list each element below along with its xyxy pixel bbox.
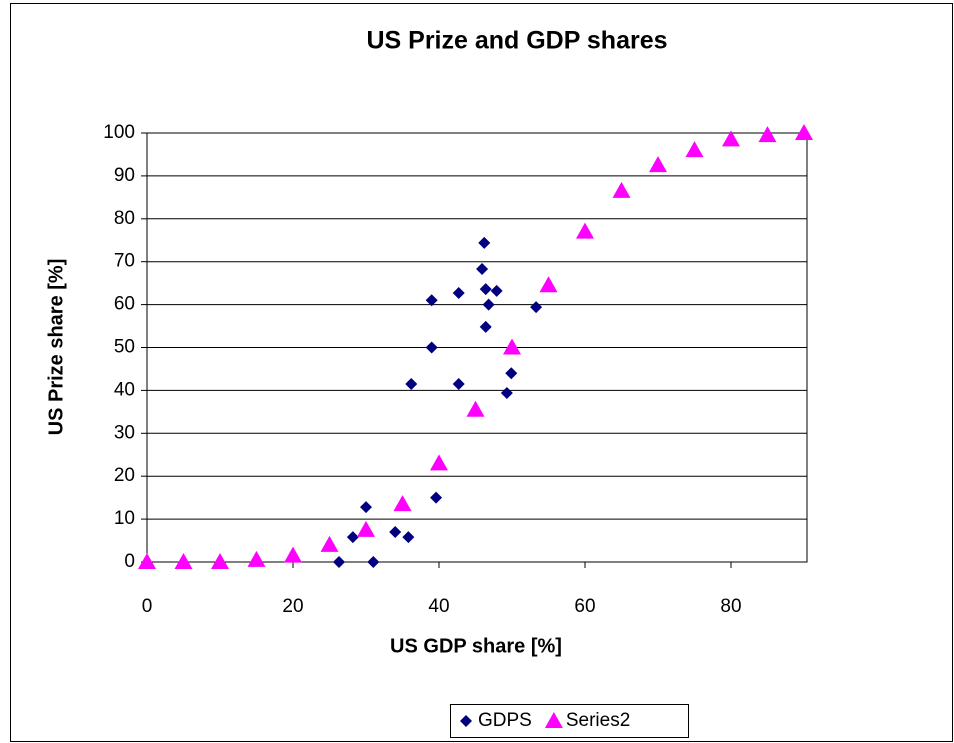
triangle-marker (393, 495, 412, 512)
legend-marker (544, 712, 563, 728)
x-tick-label: 80 (720, 596, 741, 617)
diamond-marker (452, 287, 465, 300)
diamond-marker (476, 262, 489, 275)
y-tick-label: 90 (114, 165, 135, 186)
x-tick-label: 20 (282, 596, 303, 617)
triangle-marker (174, 553, 193, 569)
triangle-marker (539, 276, 558, 293)
diamond-marker (332, 556, 345, 568)
legend-border (450, 704, 689, 738)
y-tick-label: 60 (114, 294, 135, 315)
y-tick-label: 30 (114, 422, 135, 443)
triangle-marker (503, 338, 521, 355)
diamond-marker (452, 377, 465, 390)
diamond-marker (360, 501, 372, 514)
diamond-marker (405, 377, 418, 390)
triangle-marker (430, 454, 448, 471)
triangle-marker (211, 553, 229, 569)
y-axis-title: US Prize share [%] (45, 259, 67, 436)
triangle-marker (357, 520, 375, 537)
y-tick-label: 50 (114, 337, 135, 358)
triangle-marker (758, 126, 777, 143)
diamond-marker (479, 320, 492, 333)
diamond-marker (346, 531, 359, 544)
triangle-marker (138, 553, 156, 569)
legend-label: GDPS (478, 710, 532, 731)
y-tick-label: 70 (114, 251, 135, 272)
y-tick-label: 20 (114, 465, 135, 486)
y-tick-label: 40 (114, 379, 135, 400)
x-tick-label: 0 (142, 596, 153, 617)
y-tick-label: 0 (124, 551, 135, 572)
diamond-marker (389, 525, 402, 538)
x-axis-title: US GDP share [%] (390, 635, 562, 657)
chart-border (10, 3, 953, 742)
chart-title: US Prize and GDP shares (366, 27, 667, 55)
triangle-marker (685, 141, 704, 158)
diamond-marker (482, 298, 495, 311)
diamond-marker (530, 301, 543, 314)
triangle-marker (612, 181, 631, 198)
triangle-marker (320, 535, 339, 552)
y-tick-label: 100 (103, 122, 135, 143)
x-tick-label: 40 (428, 596, 449, 617)
diamond-marker (500, 386, 513, 399)
triangle-marker (247, 550, 266, 567)
diamond-marker (425, 341, 438, 354)
diamond-marker (425, 294, 438, 307)
legend: GDPS Series2 (450, 704, 689, 738)
y-tick-label: 80 (114, 208, 135, 229)
triangle-marker (284, 546, 302, 563)
diamond-marker (430, 491, 443, 504)
diamond-marker (490, 284, 503, 297)
y-tick-label: 10 (114, 508, 135, 529)
triangle-marker (466, 400, 485, 417)
legend-marker (460, 715, 472, 727)
legend-label: Series2 (566, 710, 630, 731)
diamond-marker (479, 283, 492, 296)
diamond-marker (402, 531, 415, 544)
triangle-marker (649, 156, 667, 173)
diamond-marker (478, 236, 491, 249)
triangle-marker (576, 222, 594, 239)
plot-area-border (146, 132, 808, 563)
triangle-marker (722, 130, 740, 147)
x-tick-label: 60 (574, 596, 595, 617)
diamond-marker (367, 556, 380, 568)
triangle-marker (795, 124, 813, 140)
diamond-marker (505, 367, 518, 380)
